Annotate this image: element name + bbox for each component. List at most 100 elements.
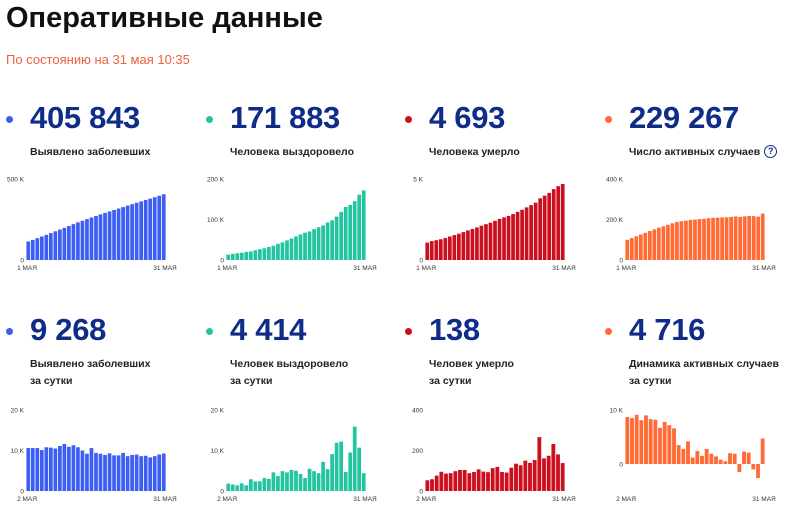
bar bbox=[453, 471, 458, 491]
x-tick-label: 2 МАЯ bbox=[17, 496, 37, 503]
bar bbox=[244, 251, 249, 260]
bar bbox=[438, 239, 443, 260]
x-tick-label: 31 МАЯ bbox=[752, 265, 776, 272]
bar bbox=[107, 211, 112, 260]
bar bbox=[143, 199, 148, 260]
bar bbox=[472, 471, 476, 491]
bar bbox=[667, 425, 672, 464]
y-tick-label: 20 K bbox=[211, 408, 225, 415]
bar bbox=[457, 233, 461, 260]
bar bbox=[425, 242, 430, 260]
page-title: Оперативные данные bbox=[6, 2, 323, 34]
y-tick-label: 10 K bbox=[610, 408, 624, 415]
bar bbox=[509, 467, 514, 491]
bar bbox=[125, 205, 130, 260]
bar bbox=[58, 229, 62, 260]
stat-label: Человека умерло bbox=[429, 146, 520, 158]
bar bbox=[26, 241, 31, 260]
bar bbox=[715, 217, 720, 260]
bar bbox=[39, 450, 44, 491]
bar bbox=[679, 221, 684, 260]
bar bbox=[724, 217, 729, 260]
bar bbox=[425, 480, 430, 491]
bar bbox=[226, 254, 231, 260]
bar bbox=[518, 465, 523, 491]
bar bbox=[529, 205, 533, 260]
bar bbox=[532, 460, 537, 491]
x-tick-label: 1 МАЯ bbox=[17, 265, 37, 272]
bar bbox=[462, 469, 467, 491]
bar-chart: 20 K 10 K 02 МАЯ 31 МАЯ bbox=[11, 408, 177, 504]
bar bbox=[244, 485, 249, 491]
bar bbox=[676, 445, 681, 464]
y-tick-label: 400 K bbox=[606, 177, 624, 184]
bar bbox=[112, 209, 116, 260]
bar bbox=[239, 483, 244, 491]
bar bbox=[500, 471, 504, 491]
as-of-timestamp: По состоянию на 31 мая 10:35 bbox=[6, 52, 190, 67]
bar bbox=[271, 472, 276, 491]
bar bbox=[312, 471, 316, 491]
bar bbox=[675, 221, 679, 260]
bar bbox=[661, 226, 666, 260]
bar bbox=[697, 219, 702, 260]
bar bbox=[470, 228, 475, 260]
bar bbox=[134, 202, 139, 260]
bar bbox=[239, 252, 244, 260]
stat-value: 229 267 bbox=[629, 100, 739, 135]
bar bbox=[48, 447, 53, 491]
bar bbox=[684, 220, 688, 260]
stat-label: Человека выздоровело bbox=[230, 146, 354, 158]
stat-card-deaths-daily: 138 Человек умерло за сутки 400 200 0 2 МАЯ 31 … bbox=[405, 308, 595, 513]
bar bbox=[325, 469, 330, 491]
stat-card-active-daily: 4 716 Динамика активных случаев за сутки 10… bbox=[605, 308, 786, 513]
bar bbox=[85, 219, 89, 260]
x-tick-label: 2 МАЯ bbox=[217, 496, 237, 503]
bar bbox=[321, 461, 325, 491]
bar bbox=[733, 216, 738, 260]
bar bbox=[644, 415, 648, 464]
legend-dot bbox=[605, 116, 612, 123]
bar bbox=[537, 437, 542, 491]
bar bbox=[686, 441, 690, 464]
bar bbox=[493, 220, 497, 260]
bar bbox=[280, 242, 285, 260]
bar bbox=[44, 447, 49, 491]
bar bbox=[361, 473, 366, 491]
y-tick-label: 0 bbox=[20, 258, 24, 265]
legend-dot bbox=[6, 328, 13, 335]
bar bbox=[235, 485, 240, 491]
bar bbox=[729, 216, 733, 260]
help-icon[interactable]: ? bbox=[764, 145, 778, 158]
bar bbox=[161, 453, 166, 491]
bar bbox=[742, 216, 747, 260]
bar bbox=[94, 452, 98, 491]
bar bbox=[484, 224, 488, 260]
x-tick-label: 31 МАЯ bbox=[353, 496, 377, 503]
bar bbox=[520, 209, 524, 260]
y-tick-label: 200 K bbox=[207, 177, 225, 184]
bar bbox=[39, 236, 44, 260]
bar bbox=[444, 473, 448, 491]
bar bbox=[67, 446, 71, 491]
bar bbox=[107, 453, 112, 491]
y-tick-label: 10 K bbox=[211, 448, 225, 455]
bar bbox=[556, 186, 561, 260]
bar bbox=[443, 238, 448, 260]
bar bbox=[258, 481, 262, 491]
x-tick-label: 31 МАЯ bbox=[153, 265, 177, 272]
bar bbox=[334, 442, 339, 491]
bar bbox=[643, 232, 648, 260]
bar bbox=[551, 189, 556, 260]
bar bbox=[139, 456, 144, 491]
bar bbox=[560, 463, 565, 491]
bar bbox=[695, 451, 700, 464]
y-tick-label: 100 K bbox=[207, 217, 225, 224]
bar bbox=[76, 222, 80, 260]
bar bbox=[157, 195, 162, 260]
bar bbox=[738, 216, 743, 260]
stat-value: 138 bbox=[429, 312, 480, 347]
bar bbox=[504, 472, 509, 491]
legend-dot bbox=[405, 116, 412, 123]
bar bbox=[466, 230, 470, 260]
